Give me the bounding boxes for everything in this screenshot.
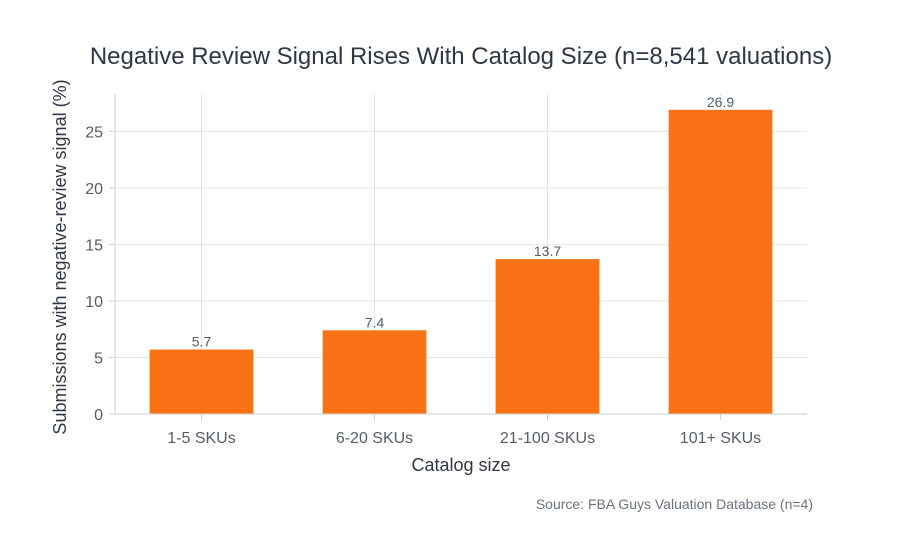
y-tick-label: 15 [85,237,103,254]
x-tick-label: 101+ SKUs [680,430,761,447]
y-tick-label: 5 [94,350,103,367]
bar-6-20-skus [322,330,427,414]
bars: 5.7 7.4 13.7 26.9 [149,94,773,415]
y-tick-label: 10 [85,294,103,311]
axes: 0 5 10 15 20 25 1-5 SKUs 6-20 SKUs 21-100 SKUs 10… [85,94,807,447]
x-axis-title: Catalog size [411,455,510,475]
y-tick-label: 0 [94,407,103,424]
x-tick-label: 1-5 SKUs [167,430,235,447]
bar-1-5-skus [149,349,254,414]
x-tick-label: 6-20 SKUs [336,430,413,447]
bar-data-label: 26.9 [707,94,734,110]
y-tick-label: 20 [85,181,103,198]
source-note: Source: FBA Guys Valuation Database (n=4… [536,496,813,512]
bar-101-skus [668,109,773,415]
chart-title: Negative Review Signal Rises With Catalo… [90,43,832,70]
x-tick-label: 21-100 SKUs [500,430,595,447]
y-tick-label: 25 [85,124,103,141]
y-axis-title: Submissions with negative-review signal … [50,79,70,434]
bar-data-label: 7.4 [365,314,385,330]
bar-data-label: 5.7 [192,334,212,350]
bar-21-100-skus [495,259,600,414]
bar-data-label: 13.7 [534,243,561,259]
